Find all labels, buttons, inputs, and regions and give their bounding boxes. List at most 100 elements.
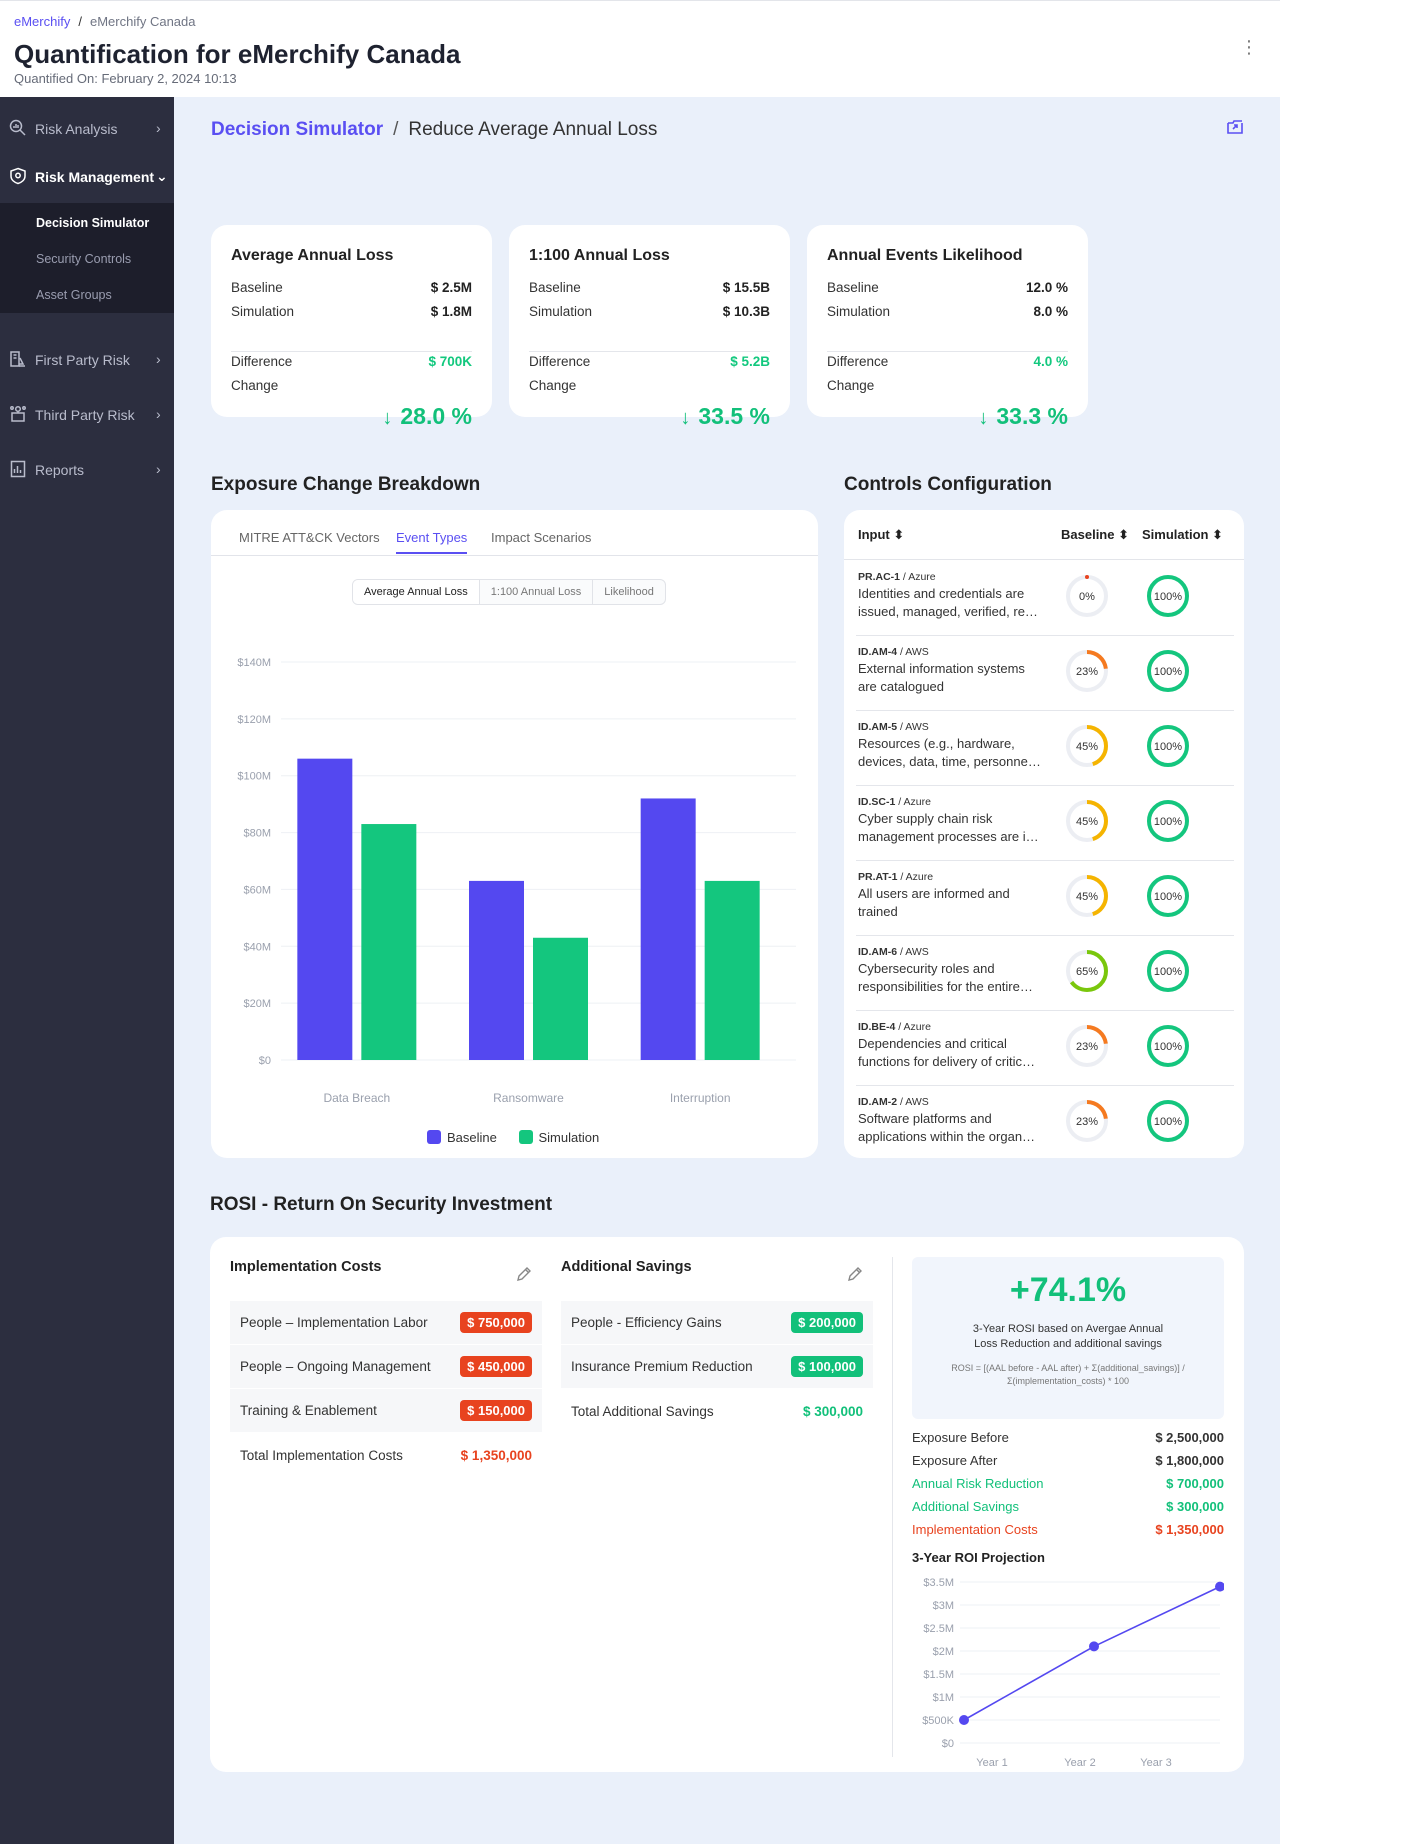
- quantified-label: Quantified On:: [14, 71, 98, 86]
- metric-difference-row: Difference $ 700K: [231, 354, 472, 369]
- total-value: $ 1,350,000: [460, 1448, 532, 1463]
- controls-section-title: Controls Configuration: [844, 474, 1052, 495]
- toggle-likelihood[interactable]: Likelihood: [604, 586, 654, 598]
- sidebar-item-first-party-risk[interactable]: First Party Risk ›: [0, 340, 174, 380]
- control-row[interactable]: ID.BE-4 / Azure Dependencies and critical…: [856, 1011, 1234, 1086]
- control-row[interactable]: ID.AM-2 / AWS Software platforms and appl…: [856, 1086, 1234, 1161]
- simulation-gauge: 100%: [1147, 1025, 1189, 1067]
- metric-difference-row: Difference 4.0 %: [827, 354, 1068, 369]
- metric-baseline-label: Baseline: [529, 280, 581, 295]
- edit-additional-savings-icon[interactable]: [847, 1266, 863, 1282]
- bar-simulation: [533, 937, 588, 1060]
- legend-swatch-simulation: [518, 1130, 533, 1144]
- y-tick-label: $120M: [237, 714, 271, 726]
- control-platform: / AWS: [897, 1096, 929, 1108]
- divider: [827, 351, 1068, 352]
- cost-line-item: People – Implementation Labor $ 750,000: [230, 1301, 542, 1345]
- sidebar-item-asset-groups[interactable]: Asset Groups: [36, 288, 112, 302]
- controls-table-header: Input ⬍ Baseline ⬍ Simulation ⬍: [844, 510, 1244, 560]
- control-code: ID.AM-5 / AWS: [858, 721, 929, 733]
- line-item-label: People – Implementation Labor: [240, 1315, 428, 1330]
- control-platform: / Azure: [895, 796, 931, 808]
- simulation-gauge: 100%: [1147, 650, 1189, 692]
- baseline-gauge: 0%: [1066, 575, 1108, 617]
- simulation-gauge: 100%: [1147, 875, 1189, 917]
- quantified-on: Quantified On: February 2, 2024 10:13: [14, 71, 237, 86]
- metric-baseline-label: Baseline: [231, 280, 283, 295]
- quantified-date: February 2, 2024 10:13: [101, 71, 237, 86]
- summary-value: $ 1,800,000: [1155, 1453, 1224, 1468]
- summary-value: $ 700,000: [1166, 1476, 1224, 1491]
- toggle-1-100-annual-loss[interactable]: 1:100 Annual Loss: [480, 580, 594, 604]
- control-platform: / AWS: [897, 646, 929, 658]
- sidebar-item-label: Risk Management: [35, 169, 155, 185]
- more-menu-icon[interactable]: ⋮: [1240, 37, 1258, 57]
- y-tick-label: $40M: [243, 941, 271, 953]
- breadcrumb-root-link[interactable]: eMerchify: [14, 14, 71, 29]
- control-description: Software platforms and applications with…: [858, 1111, 1036, 1144]
- control-id: ID.BE-4: [858, 1021, 896, 1033]
- metric-simulation-value: 8.0 %: [1033, 304, 1068, 319]
- control-row[interactable]: ID.AM-6 / AWS Cybersecurity roles and res…: [856, 936, 1234, 1011]
- gauge-label: 23%: [1076, 666, 1098, 678]
- control-id: PR.AT-1: [858, 871, 898, 883]
- metric-baseline-value: $ 15.5B: [722, 280, 770, 295]
- line-item-value: $ 200,000: [791, 1312, 863, 1333]
- metric-change-row: Change: [529, 378, 770, 393]
- total-row: Total Additional Savings $ 300,000: [561, 1390, 873, 1434]
- metric-change-label: Change: [827, 378, 875, 393]
- gauge-label: 65%: [1076, 966, 1098, 978]
- export-icon[interactable]: [1226, 117, 1244, 135]
- building-icon: [10, 351, 25, 367]
- edit-implementation-costs-icon[interactable]: [516, 1266, 532, 1282]
- roi-point: [1089, 1641, 1099, 1652]
- column-simulation[interactable]: Simulation ⬍: [1142, 527, 1223, 542]
- metric-difference-value: $ 700K: [428, 354, 472, 369]
- control-row[interactable]: PR.AC-1 / Azure Identities and credential…: [856, 561, 1234, 636]
- total-label: Total Implementation Costs: [240, 1448, 403, 1463]
- control-platform: / Azure: [897, 871, 934, 883]
- sidebar-item-reports[interactable]: Reports ›: [0, 450, 174, 490]
- tab-impact-scenarios[interactable]: Impact Scenarios: [491, 530, 592, 545]
- metric-simulation-label: Simulation: [231, 304, 295, 319]
- tab-mitre-vectors[interactable]: MITRE ATT&CK Vectors: [239, 530, 380, 545]
- summary-label: Implementation Costs: [912, 1522, 1038, 1537]
- sidebar-item-risk-management[interactable]: Risk Management ⌄: [0, 157, 174, 197]
- main-content: Decision Simulator / Reduce Average Annual…: [174, 97, 1280, 1844]
- metric-difference-label: Difference: [827, 354, 889, 369]
- chevron-right-icon: ›: [156, 351, 161, 367]
- control-row[interactable]: ID.AM-4 / AWS External information system…: [856, 636, 1234, 711]
- metric-baseline-row: Baseline $ 2.5M: [231, 280, 472, 295]
- decision-simulator-link[interactable]: Decision Simulator: [211, 119, 384, 140]
- arrow-down-icon: ↓: [382, 407, 393, 429]
- metric-baseline-label: Baseline: [827, 280, 879, 295]
- sidebar-item-security-controls[interactable]: Security Controls: [36, 252, 132, 266]
- control-row[interactable]: ID.SC-1 / Azure Cyber supply chain risk m…: [856, 786, 1234, 861]
- control-row[interactable]: PR.AT-1 / Azure All users are informed an…: [856, 861, 1234, 936]
- sidebar-item-decision-simulator[interactable]: Decision Simulator: [36, 216, 150, 230]
- sidebar-item-third-party-risk[interactable]: Third Party Risk ›: [0, 395, 174, 435]
- gauge-label: 100%: [1154, 891, 1182, 903]
- gauge-fill: [1147, 1100, 1189, 1142]
- y-tick-label: $0: [259, 1055, 271, 1067]
- tab-event-types[interactable]: Event Types: [396, 530, 468, 554]
- gauge-fill: [1066, 1025, 1108, 1067]
- control-description: All users are informed and trained: [858, 886, 1010, 919]
- baseline-gauge: 23%: [1066, 1025, 1108, 1067]
- metric-toggle: Average Annual Loss 1:100 Annual Loss Li…: [352, 579, 666, 605]
- control-row[interactable]: ID.AM-5 / AWS Resources (e.g., hardware, …: [856, 711, 1234, 786]
- control-code: ID.AM-4 / AWS: [858, 646, 929, 658]
- summary-row: Exposure Before $ 2,500,000: [912, 1430, 1224, 1445]
- control-id: PR.AC-1: [858, 571, 901, 583]
- control-code: PR.AT-1 / Azure: [858, 871, 933, 883]
- column-baseline[interactable]: Baseline ⬍: [1061, 527, 1129, 542]
- sidebar-item-label: First Party Risk: [35, 352, 130, 368]
- toggle-average-annual-loss[interactable]: Average Annual Loss: [353, 580, 480, 604]
- line-item-value: $ 450,000: [460, 1356, 532, 1377]
- column-input[interactable]: Input ⬍: [858, 527, 905, 542]
- exposure-bar-chart: $0 $20M $40M $60M $80M $100M $120M $140M Data Br…: [237, 657, 796, 1105]
- breadcrumb: eMerchify / eMerchify Canada: [14, 14, 195, 29]
- bar-baseline: [297, 758, 353, 1060]
- gauge-label: 45%: [1076, 741, 1098, 753]
- sidebar-item-risk-analysis[interactable]: Risk Analysis ›: [0, 109, 174, 149]
